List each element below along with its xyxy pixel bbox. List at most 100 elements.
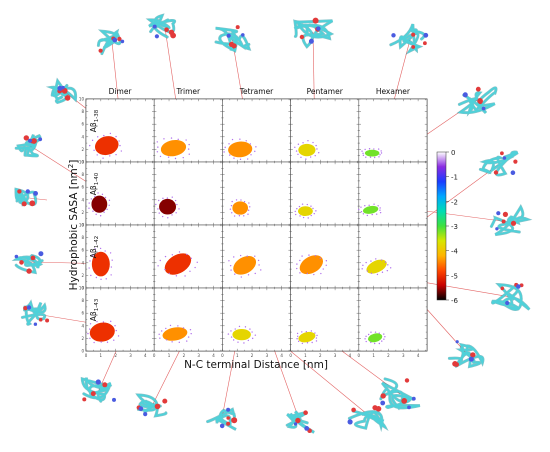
heatmap-panel bbox=[358, 98, 428, 163]
density-speck bbox=[110, 320, 112, 323]
density-speck bbox=[301, 203, 304, 205]
density-speck bbox=[101, 193, 104, 196]
density-speck bbox=[105, 278, 107, 280]
density-speck bbox=[238, 215, 241, 217]
charged-residue bbox=[241, 33, 245, 37]
heatmap-panel bbox=[357, 161, 428, 226]
density-speck bbox=[257, 259, 260, 262]
heatmap-panel bbox=[153, 98, 223, 163]
panel-frame bbox=[222, 161, 291, 226]
density-speck bbox=[383, 338, 385, 340]
column-header-pentamer: Pentamer bbox=[307, 87, 344, 96]
density-speck bbox=[189, 270, 191, 272]
density-speck bbox=[389, 267, 392, 269]
density-speck bbox=[157, 146, 159, 148]
density-speck bbox=[115, 153, 117, 156]
density-speck bbox=[95, 276, 98, 279]
x-tick-label: 1 bbox=[236, 353, 239, 358]
density-speck bbox=[89, 323, 92, 325]
density-speck bbox=[370, 341, 372, 344]
x-tick-label: 1 bbox=[372, 353, 375, 358]
density-speck bbox=[254, 272, 256, 275]
colorbar-tick-label: -5 bbox=[451, 272, 458, 280]
density-speck bbox=[306, 272, 309, 275]
density-speck bbox=[258, 264, 260, 266]
y-tick-label: 2 bbox=[81, 273, 84, 278]
hydrophobic-residue bbox=[23, 135, 29, 141]
density-speck bbox=[318, 152, 320, 154]
density-speck bbox=[162, 197, 164, 200]
density-speck bbox=[381, 340, 383, 342]
density-speck bbox=[320, 272, 322, 275]
y-tick-label: 6 bbox=[81, 311, 84, 316]
colorbar-tick-label: -2 bbox=[451, 198, 458, 206]
density-speck bbox=[246, 158, 249, 160]
charged-residue bbox=[38, 137, 43, 142]
density-speck bbox=[301, 255, 303, 257]
x-tick-label: 3 bbox=[334, 353, 337, 358]
column-header-hexamer: Hexamer bbox=[376, 87, 411, 96]
density-speck bbox=[100, 341, 102, 343]
charged-residue bbox=[462, 92, 468, 98]
density-speck bbox=[175, 275, 178, 277]
column-headers: Dimer Trimer Tetramer Pentamer Hexamer bbox=[109, 87, 411, 96]
hydrophobic-residue bbox=[500, 286, 505, 291]
density-speck bbox=[238, 325, 241, 328]
density-speck bbox=[92, 210, 94, 212]
hydrophobic-residue bbox=[162, 398, 168, 404]
density-speck bbox=[297, 335, 299, 337]
heatmap-panel: 0 2 4 6 8 10 bbox=[79, 160, 155, 228]
heatmap-panel bbox=[222, 98, 291, 163]
colorbar-tick-label: -1 bbox=[451, 174, 458, 182]
density-speck bbox=[314, 154, 316, 157]
density-speck bbox=[373, 148, 375, 150]
density-speck bbox=[233, 215, 236, 217]
density-contour bbox=[298, 143, 316, 157]
x-tick-label: 0 bbox=[358, 353, 361, 358]
hydrophobic-residue bbox=[380, 393, 386, 399]
density-speck bbox=[249, 143, 252, 145]
density-speck bbox=[312, 141, 314, 144]
density-speck bbox=[361, 268, 363, 270]
protein-structure bbox=[206, 407, 238, 431]
density-speck bbox=[255, 146, 257, 148]
hydrophobic-residue bbox=[351, 407, 356, 413]
density-speck bbox=[120, 150, 123, 152]
charged-residue bbox=[481, 106, 486, 111]
density-speck bbox=[111, 259, 113, 261]
x-axis-label: N-C terminal Distance [nm] bbox=[184, 359, 328, 371]
density-speck bbox=[96, 154, 98, 156]
charged-residue bbox=[28, 138, 32, 143]
density-speck bbox=[306, 203, 308, 206]
density-speck bbox=[158, 212, 160, 214]
hydrophobic-residue bbox=[493, 170, 499, 175]
heatmap-panel bbox=[222, 224, 291, 289]
density-speck bbox=[90, 198, 93, 200]
density-speck bbox=[247, 274, 250, 276]
density-speck bbox=[232, 339, 235, 341]
density-speck bbox=[249, 206, 251, 208]
hydrophobic-residue bbox=[90, 391, 96, 397]
heatmap-panel bbox=[153, 161, 223, 226]
density-speck bbox=[90, 274, 92, 277]
hydrophobic-residue bbox=[61, 87, 68, 94]
density-speck bbox=[88, 267, 90, 269]
density-contour bbox=[232, 201, 249, 215]
x-tick-label: 4 bbox=[349, 353, 352, 358]
density-speck bbox=[229, 208, 232, 210]
density-speck bbox=[380, 150, 382, 152]
row-header: Aβ1-38 bbox=[89, 109, 100, 132]
density-contour bbox=[91, 251, 110, 277]
density-speck bbox=[235, 199, 238, 201]
density-speck bbox=[302, 142, 304, 144]
x-tick-label: 0 bbox=[221, 353, 224, 358]
hydrophobic-residue bbox=[502, 211, 508, 217]
density-speck bbox=[174, 199, 177, 202]
protein-structure bbox=[20, 299, 50, 326]
heatmap-panel bbox=[358, 224, 428, 289]
hydrophobic-residue bbox=[411, 45, 416, 49]
density-speck bbox=[228, 154, 231, 156]
protein-structure bbox=[135, 393, 168, 418]
hydrophobic-residue bbox=[226, 416, 230, 420]
density-speck bbox=[307, 217, 309, 219]
